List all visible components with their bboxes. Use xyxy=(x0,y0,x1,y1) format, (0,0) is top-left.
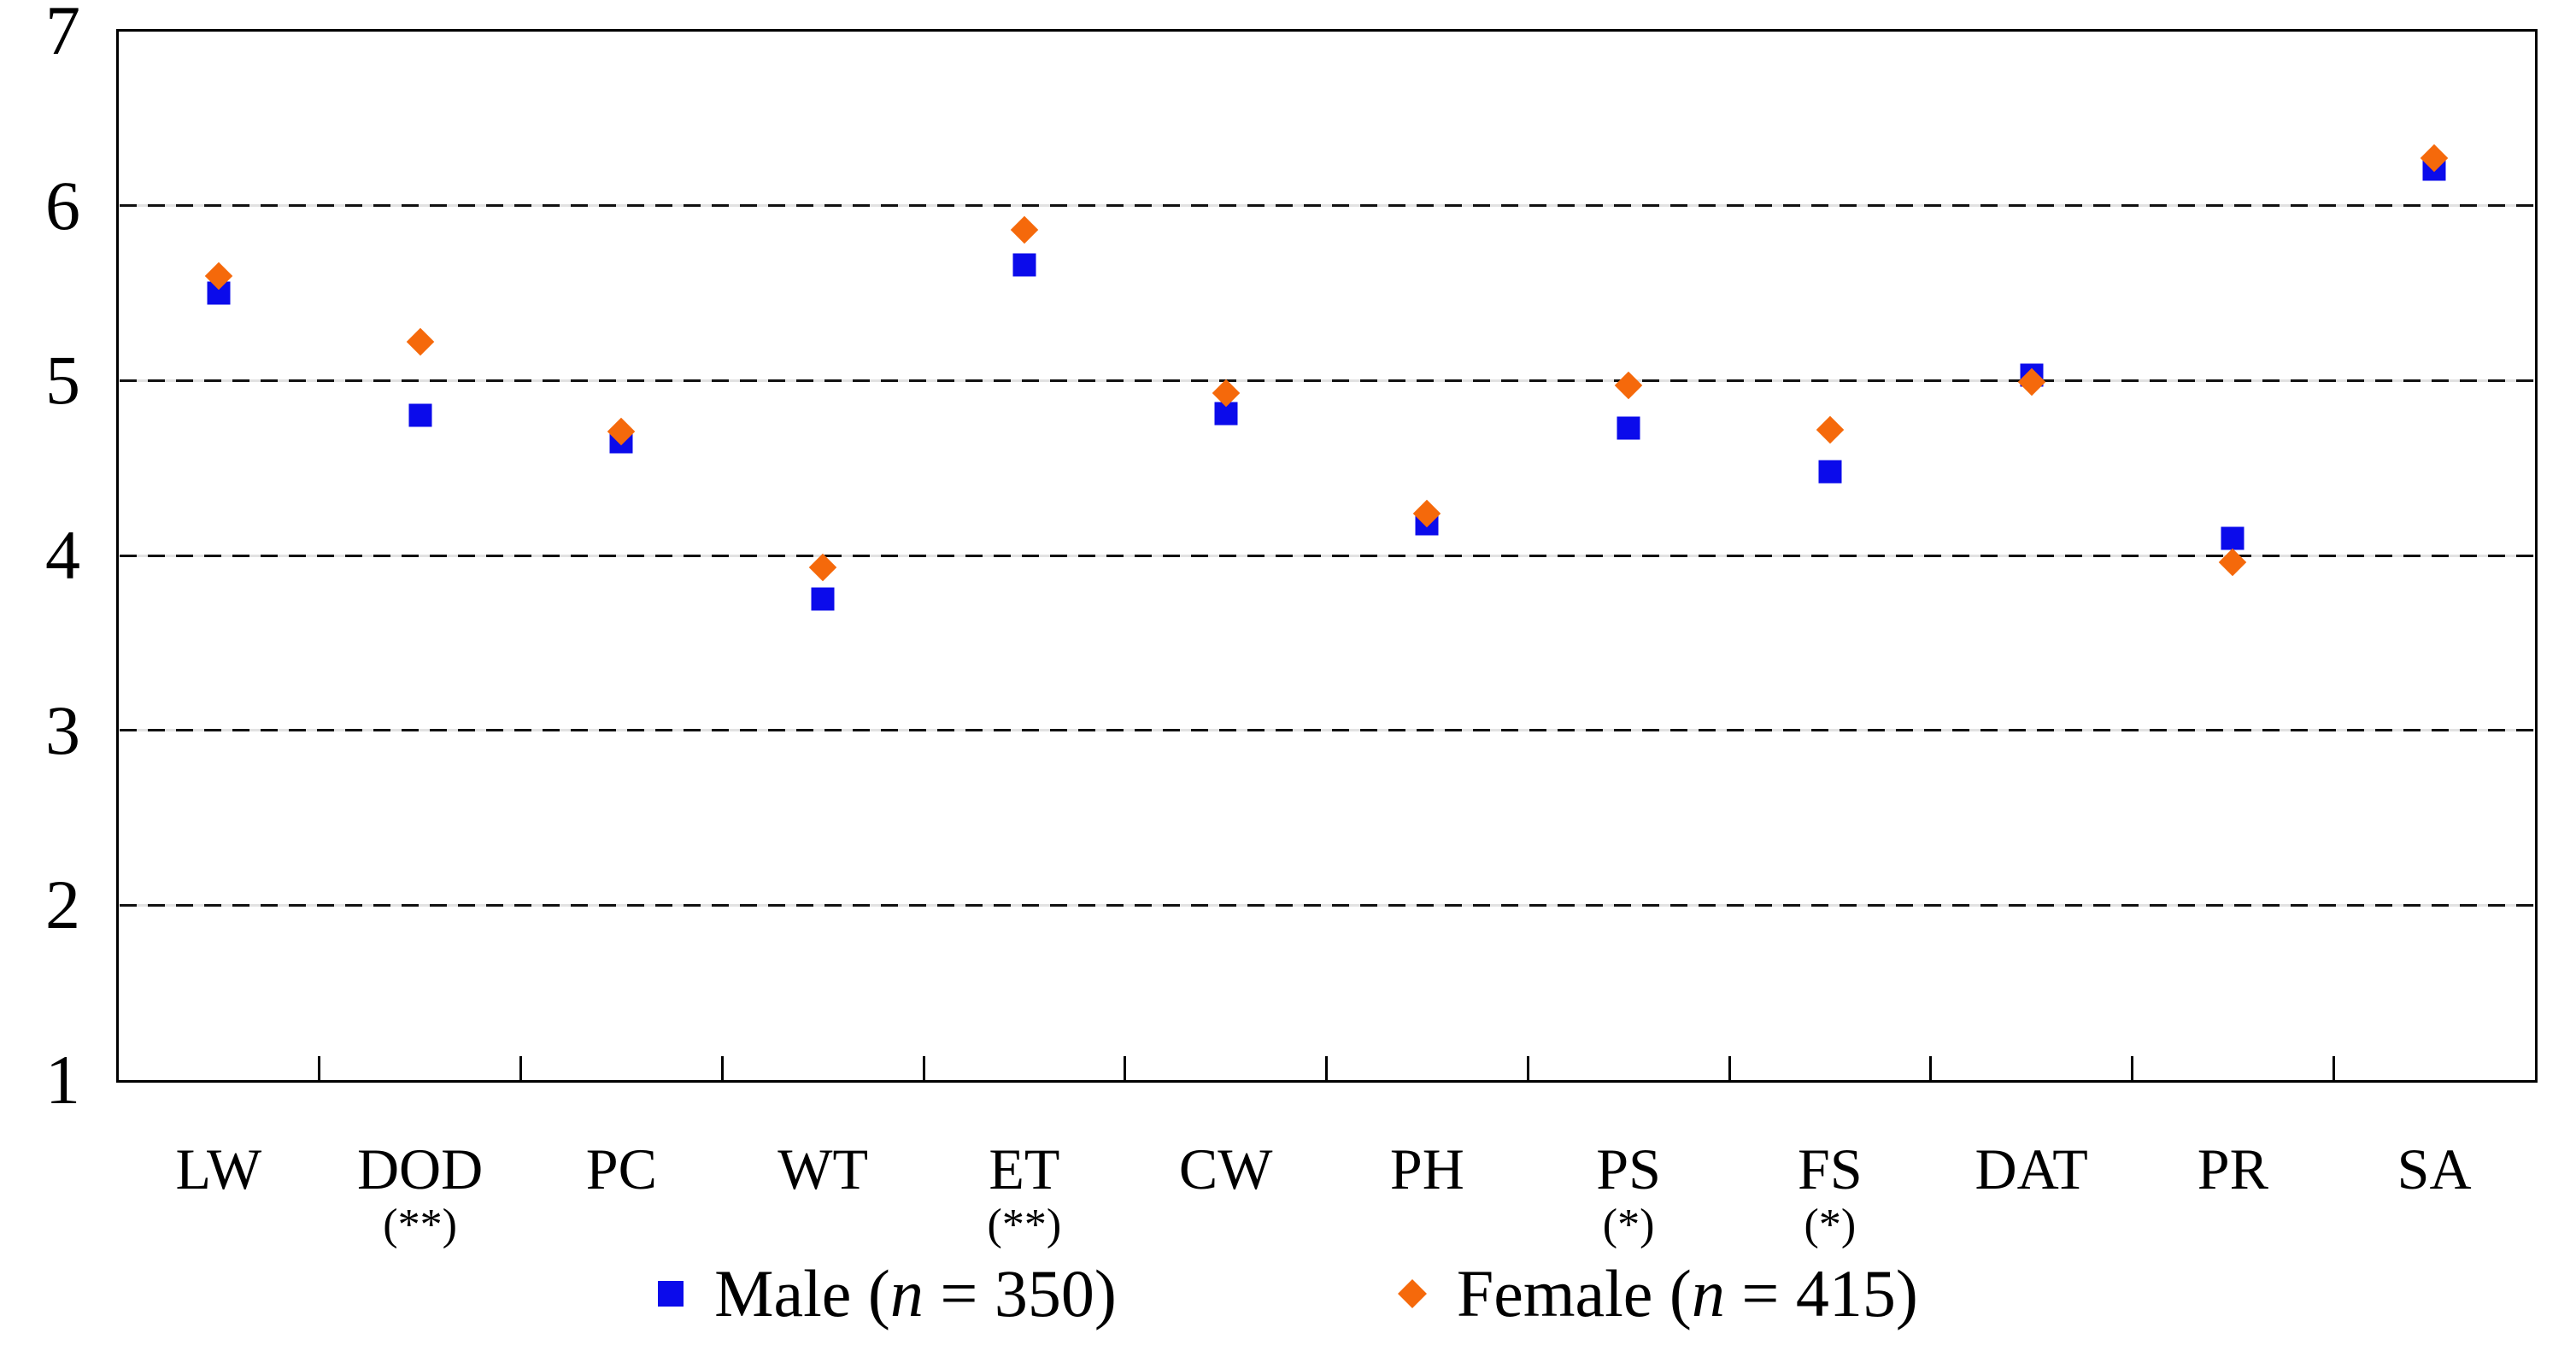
x-axis-tick xyxy=(1124,1056,1127,1081)
gridline-2 xyxy=(120,903,2534,907)
x-axis-label-wt: WT xyxy=(777,1136,868,1201)
x-axis-label-pr: PR xyxy=(2197,1136,2268,1201)
legend-item-female: Female (n = 415) xyxy=(1397,1256,1918,1330)
x-axis-tick xyxy=(720,1056,724,1081)
marker-male-square-ps xyxy=(1617,416,1640,440)
x-axis-tick xyxy=(2332,1056,2335,1081)
y-axis-label-7: 7 xyxy=(45,0,80,69)
x-axis-tick xyxy=(922,1056,925,1081)
gridline-5 xyxy=(120,379,2534,382)
legend: Male (n = 350) Female (n = 415) xyxy=(0,1253,2576,1335)
y-axis-label-2: 2 xyxy=(45,866,80,944)
gridline-6 xyxy=(120,204,2534,208)
y-axis-label-5: 5 xyxy=(45,341,80,420)
x-axis-label-pc: PC xyxy=(585,1136,657,1201)
x-axis-label-fs: FS xyxy=(1798,1136,1863,1201)
gridline-3 xyxy=(120,729,2534,732)
x-axis-note-ps: (*) xyxy=(1602,1201,1655,1249)
x-axis-label-lw: LW xyxy=(175,1136,262,1201)
x-axis-note-fs: (*) xyxy=(1804,1201,1857,1249)
x-axis-label-ph: PH xyxy=(1389,1136,1464,1201)
x-axis-tick xyxy=(1929,1056,1933,1081)
x-axis-label-dat: DAT xyxy=(1975,1136,2088,1201)
legend-female-label: Female (n = 415) xyxy=(1456,1256,1918,1330)
x-axis-tick xyxy=(519,1056,522,1081)
female-diamond-icon xyxy=(1397,1279,1427,1308)
marker-male-square-et xyxy=(1012,253,1036,277)
male-square-icon xyxy=(658,1281,684,1307)
x-axis-tick xyxy=(1526,1056,1529,1081)
gridline-4 xyxy=(120,554,2534,557)
x-axis-tick xyxy=(2131,1056,2133,1081)
y-axis-label-6: 6 xyxy=(45,166,80,244)
marker-male-square-fs xyxy=(1818,460,1842,484)
x-axis-tick xyxy=(1325,1056,1328,1081)
x-axis-note-et: (**) xyxy=(987,1201,1062,1249)
x-axis-label-ps: PS xyxy=(1596,1136,1661,1201)
marker-male-square-pr xyxy=(2221,526,2244,550)
x-axis-label-dod: DOD xyxy=(356,1136,484,1201)
x-axis-tick xyxy=(1728,1056,1731,1081)
y-axis-label-1: 1 xyxy=(45,1041,80,1119)
x-axis-tick xyxy=(318,1056,321,1081)
y-axis-label-4: 4 xyxy=(45,516,80,594)
legend-item-male: Male (n = 350) xyxy=(658,1260,1117,1327)
x-axis-note-dod: (**) xyxy=(383,1201,457,1249)
legend-male-label: Male (n = 350) xyxy=(714,1256,1117,1330)
x-axis-label-et: ET xyxy=(989,1136,1060,1201)
x-axis-label-sa: SA xyxy=(2397,1136,2472,1201)
marker-male-square-wt xyxy=(811,587,835,611)
marker-male-square-dod xyxy=(408,403,432,427)
x-axis-label-cw: CW xyxy=(1178,1136,1273,1201)
y-axis-label-3: 3 xyxy=(45,690,80,769)
